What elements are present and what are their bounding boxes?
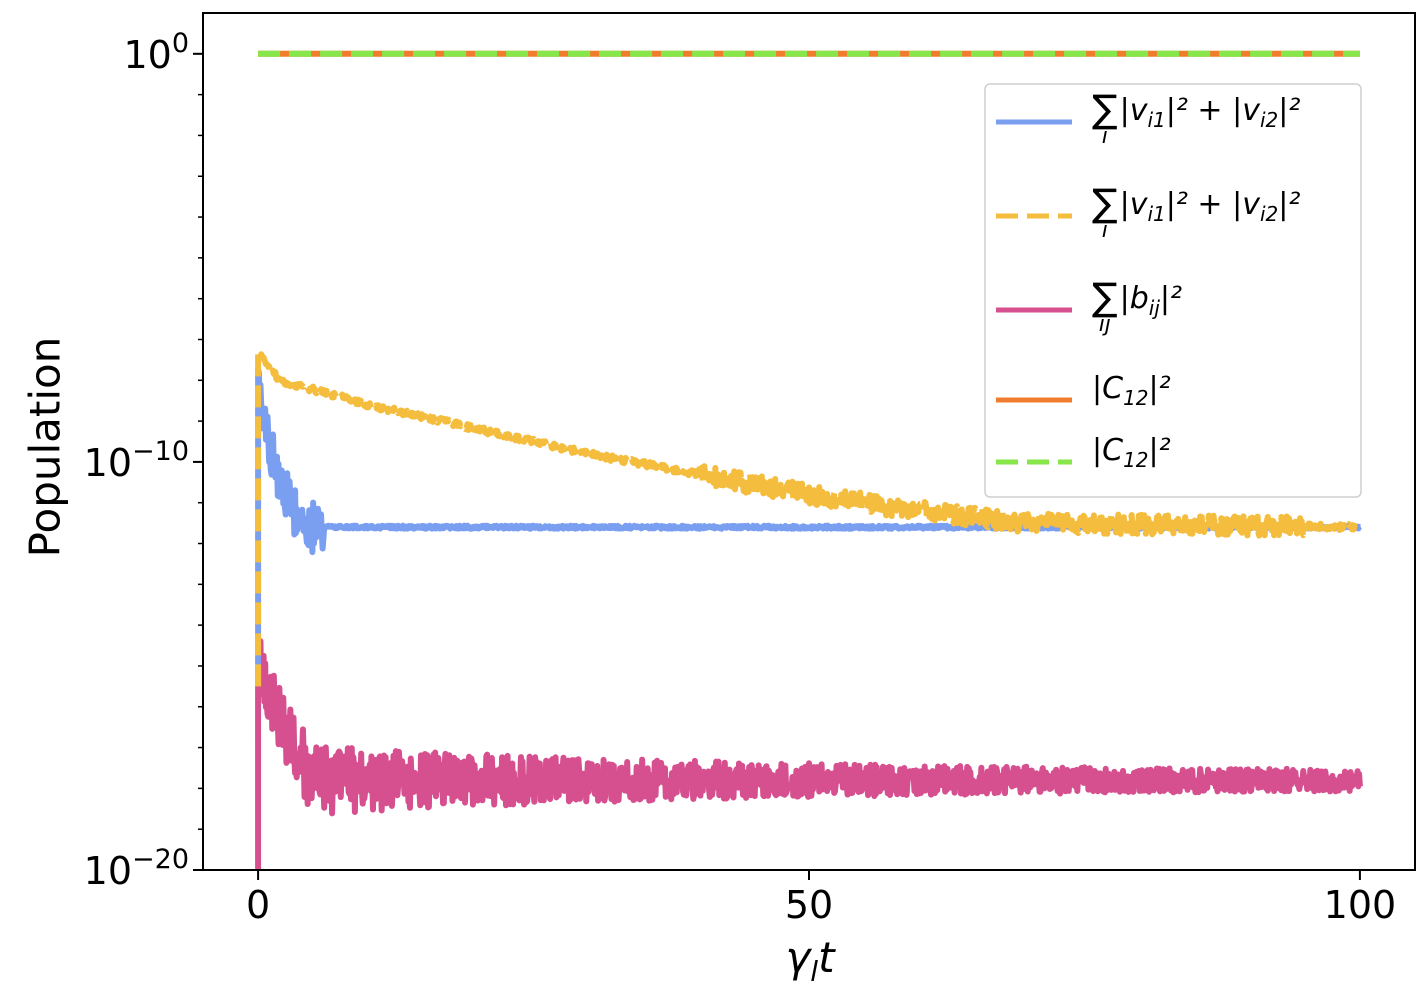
y-tick-label: 10−20	[84, 844, 189, 893]
legend-frame	[984, 83, 1362, 498]
legend-entry: ∑i|vi1|² + |vi2|²	[1092, 90, 1300, 148]
data-layer	[255, 50, 1363, 871]
legend-entry: ∑i|vi1|² + |vi2|²	[1092, 184, 1300, 242]
legend: ∑i|vi1|² + |vi2|² ∑i|vi1|² + |vi2|² ∑ij|bi…	[984, 83, 1362, 498]
x-tick-label: 50	[785, 883, 833, 927]
y-tick-label: 100	[123, 28, 189, 77]
x-axis-ticks: 0 50 100	[246, 870, 1396, 927]
x-tick-label: 0	[246, 883, 270, 927]
legend-entry: |C12|²	[1092, 374, 1171, 409]
y-axis-label: Population	[21, 337, 70, 558]
legend-entry: |C12|²	[1092, 436, 1171, 471]
legend-entry: ∑ij|bij|²	[1092, 278, 1182, 336]
y-tick-label: 10−10	[84, 436, 189, 485]
series-line	[255, 638, 1363, 871]
y-axis-ticks: 100 10−10 10−20	[84, 28, 203, 893]
series-line	[255, 348, 1363, 687]
x-axis-label: γlt	[785, 933, 836, 988]
x-tick-label: 100	[1324, 883, 1397, 927]
